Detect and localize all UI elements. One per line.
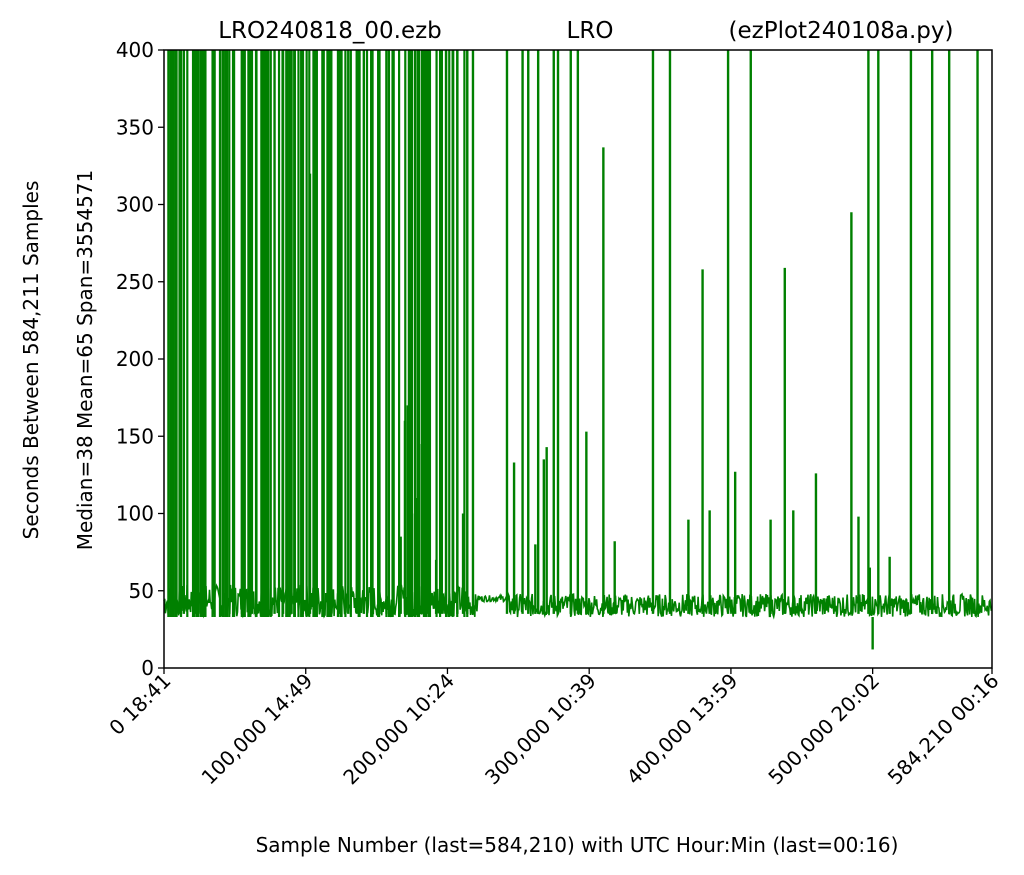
x-axis-label: Sample Number (last=584,210) with UTC Ho… (256, 833, 899, 857)
chart-title-left: LRO240818_00.ezb (218, 18, 442, 44)
plot-area (163, 50, 993, 650)
y-tick-label: 350 (116, 115, 154, 139)
y-tick-label: 250 (116, 270, 154, 294)
y-tick-label: 400 (116, 38, 154, 62)
y-tick-label: 200 (116, 347, 154, 371)
y-tick-label: 50 (129, 579, 154, 603)
y-axis-label-outer: Seconds Between 584,211 Samples (19, 181, 43, 540)
x-tick-label: 584,210 00:16 (883, 669, 1004, 790)
chart-title-right: (ezPlot240108a.py) (729, 18, 954, 44)
chart-title-center: LRO (567, 18, 614, 44)
y-axis: 0 50 100 150 200 250 300 350 400 (116, 38, 164, 680)
y-axis-label-inner: Median=38 Mean=65 Span=3554571 (73, 170, 97, 551)
x-tick-label: 500,000 20:02 (763, 669, 884, 790)
x-tick-label: 100,000 14:49 (197, 669, 318, 790)
x-tick-label: 200,000 10:24 (338, 669, 459, 790)
x-tick-label: 400,000 13:59 (622, 669, 743, 790)
y-tick-label: 100 (116, 502, 154, 526)
x-tick-label: 300,000 10:39 (480, 669, 601, 790)
x-axis: 0 18:41 100,000 14:49 200,000 10:24 300,000… (104, 668, 1004, 790)
y-tick-label: 150 (116, 424, 154, 448)
x-tick-label: 0 18:41 (104, 669, 175, 740)
y-tick-label: 0 (141, 656, 154, 680)
y-tick-label: 300 (116, 193, 154, 217)
